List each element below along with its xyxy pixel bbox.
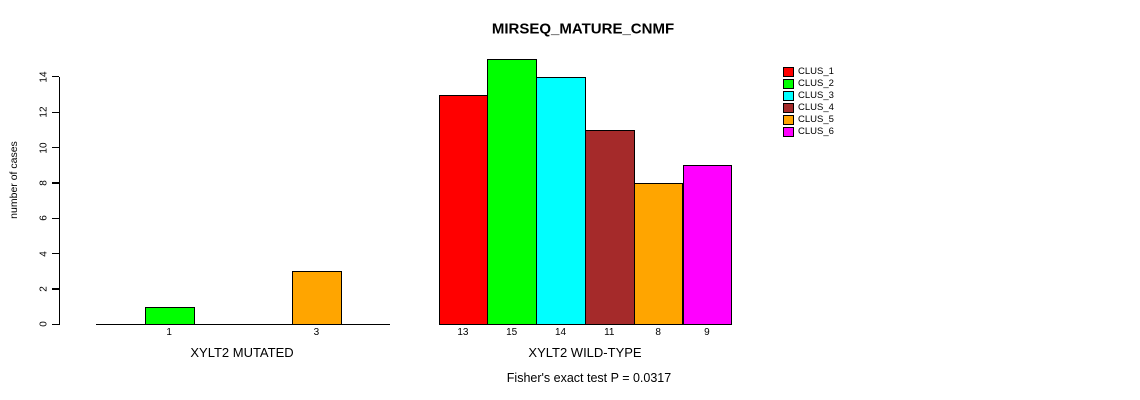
y-tick [52, 288, 59, 290]
y-tick-label: 0 [38, 321, 50, 328]
bar-value-label: 13 [457, 327, 469, 338]
fisher-test-annotation: Fisher's exact test P = 0.0317 [506, 371, 672, 385]
bar-value-label: 9 [704, 327, 710, 338]
legend-item-clus_3: CLUS_3 [783, 89, 858, 103]
bar-clus_4 [584, 129, 635, 325]
bar-value-label: 1 [166, 327, 172, 338]
group-label-wildtype: XYLT2 WILD-TYPE [528, 345, 642, 360]
legend-label: CLUS_2 [798, 77, 834, 89]
legend-swatch [783, 90, 794, 101]
bar-value-label: 15 [506, 327, 518, 338]
y-tick-label: 8 [38, 180, 50, 186]
y-tick [52, 147, 59, 149]
legend-swatch [783, 102, 794, 113]
y-tick-label: 12 [38, 106, 50, 118]
y-tick [52, 76, 59, 78]
y-tick-label: 4 [38, 250, 50, 257]
bar-clus_5 [291, 271, 342, 325]
bar-value-label: 14 [554, 327, 567, 338]
y-axis-title: number of cases [8, 141, 20, 219]
legend-swatch [783, 66, 794, 77]
bar-clus_2 [144, 306, 195, 325]
y-tick-label: 6 [38, 215, 50, 222]
legend-swatch [783, 126, 794, 137]
legend-label: CLUS_1 [798, 65, 834, 77]
bar-clus_1 [438, 94, 489, 325]
bar-clus_5 [633, 182, 684, 325]
legend-item-clus_4: CLUS_4 [783, 101, 858, 115]
y-tick-label: 14 [38, 71, 50, 83]
legend-label: CLUS_4 [798, 101, 834, 113]
bar-value-label: 8 [655, 327, 661, 338]
y-tick [52, 253, 59, 255]
x-axis-line [95, 323, 391, 325]
y-tick [52, 323, 59, 325]
y-tick-label: 2 [38, 286, 50, 292]
y-tick-label: 10 [38, 142, 50, 154]
y-tick [52, 182, 59, 184]
legend-label: CLUS_6 [798, 125, 834, 137]
legend-item-clus_5: CLUS_5 [783, 113, 858, 127]
legend-item-clus_1: CLUS_1 [783, 65, 858, 79]
legend-swatch [783, 78, 794, 89]
chart-title: MIRSEQ_MATURE_CNMF [491, 20, 675, 38]
group-label-mutated: XYLT2 MUTATED [190, 345, 294, 360]
bar-value-label: 11 [604, 327, 615, 338]
y-tick [52, 111, 59, 113]
legend-label: CLUS_3 [798, 89, 834, 101]
legend-item-clus_2: CLUS_2 [783, 77, 858, 91]
y-tick [52, 217, 59, 219]
bar-clus_6 [682, 165, 733, 325]
y-axis-line [59, 76, 61, 326]
legend-label: CLUS_5 [798, 113, 834, 125]
legend-item-clus_6: CLUS_6 [783, 125, 858, 139]
bar-value-label: 3 [313, 327, 320, 338]
bar-clus_3 [536, 76, 586, 325]
legend-swatch [783, 114, 794, 125]
bar-clus_2 [487, 59, 538, 325]
